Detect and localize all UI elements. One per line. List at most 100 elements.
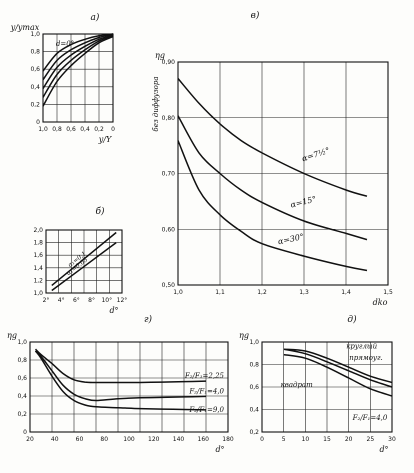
plot-frame-g <box>29 341 229 433</box>
series-line-v-0 <box>177 78 368 197</box>
series-line-d-2 <box>283 353 393 397</box>
x-tick-label: 40 <box>51 436 59 443</box>
y-tick-label: 0,6 <box>30 66 40 73</box>
y-axis-label: ηg <box>239 331 249 340</box>
x-tick-label: 1,4 <box>341 289 351 296</box>
series-line-d-0 <box>283 348 393 384</box>
panel-label-b: б) <box>95 206 104 217</box>
y-tick-label: 0,2 <box>30 101 40 108</box>
series-label: прямоуг. <box>349 354 382 362</box>
y-tick-label: 0 <box>23 429 27 436</box>
x-tick-label: 25 <box>367 436 375 443</box>
x-tick-label: 180 <box>222 436 234 443</box>
y-tick-label: 1,0 <box>249 339 259 346</box>
x-tick-label: 12° <box>117 297 128 304</box>
x-tick-label: 20 <box>345 436 353 443</box>
x-tick-label: 20 <box>26 436 34 443</box>
y-tick-label: 0,70 <box>162 171 176 178</box>
x-axis-label: d° <box>215 445 224 454</box>
x-axis-label: y/Y <box>98 135 112 144</box>
x-tick-label: 0 <box>260 436 264 443</box>
y-tick-label: 0,80 <box>162 115 176 122</box>
x-tick-label: 10 <box>302 436 310 443</box>
y-tick-label: 1,0 <box>17 339 27 346</box>
series-line-g-2 <box>34 350 207 411</box>
series-label: F₂/F₁=9,0 <box>188 406 224 414</box>
y-tick-label: 0,90 <box>162 59 176 66</box>
x-axis-label: dko <box>373 298 388 307</box>
panel-label-v: в) <box>251 10 260 21</box>
series-line-a-3 <box>42 35 114 98</box>
x-tick-label: 0,2 <box>94 126 104 133</box>
y-tick-label: 0,8 <box>17 357 27 364</box>
x-tick-label: 1,0 <box>173 289 183 296</box>
x-tick-label: 2° <box>43 297 50 304</box>
series-label: круглый <box>346 342 377 350</box>
annotation: d=0° <box>56 40 74 48</box>
y-tick-label: 1,8 <box>33 240 43 247</box>
x-tick-label: 0,4 <box>80 126 90 133</box>
y-tick-label: 0,4 <box>30 84 40 91</box>
plot-frame-b <box>45 229 123 294</box>
series-line-d-1 <box>283 348 393 388</box>
series-line-a-1 <box>42 33 114 81</box>
series-label: квадрат <box>281 381 314 389</box>
series-line-v-2 <box>177 140 368 272</box>
y-tick-label: 0,2 <box>249 429 259 436</box>
x-tick-label: 0 <box>111 126 115 133</box>
y-axis-label: ηg <box>7 331 17 340</box>
x-tick-label: 140 <box>173 436 185 443</box>
x-tick-label: 0,8 <box>52 126 62 133</box>
y-tick-label: 0,6 <box>17 375 27 382</box>
x-tick-label: 8° <box>88 297 95 304</box>
y-tick-label: 0,6 <box>249 384 259 391</box>
y-tick-label: 0,4 <box>249 407 259 414</box>
x-tick-label: 10° <box>101 297 112 304</box>
y-tick-label: 1,0 <box>33 290 43 297</box>
series-line-b-1 <box>51 241 117 292</box>
annotation: F₂/F₁=4,0 <box>352 414 388 422</box>
series-label: α=15° <box>290 194 318 209</box>
y-tick-label: 1,6 <box>33 252 43 259</box>
x-tick-label: 1,1 <box>215 289 225 296</box>
series-label: α=30° <box>277 232 305 246</box>
series-line-a-2 <box>42 34 114 90</box>
series-label: α=7½° <box>301 146 331 164</box>
plot-frame-v <box>177 61 389 286</box>
y-tick-label: 1,0 <box>30 31 40 38</box>
y-tick-label: 0,8 <box>249 362 259 369</box>
series-line-g-1 <box>34 350 207 402</box>
plot-frame-a <box>42 33 114 123</box>
series-line-b-0 <box>51 231 117 286</box>
series-line-a-4 <box>42 35 114 107</box>
y-tick-label: 1,4 <box>33 265 43 272</box>
x-tick-label: 60 <box>76 436 84 443</box>
x-tick-label: 0,6 <box>66 126 76 133</box>
y-tick-label: 0,2 <box>17 411 27 418</box>
x-axis-label: d° <box>109 306 118 315</box>
x-tick-label: 120 <box>148 436 160 443</box>
y-tick-label: 0,4 <box>17 393 27 400</box>
y-tick-label: 0,8 <box>30 49 40 56</box>
series-line-a-0 <box>42 33 114 72</box>
panel-label-g: г) <box>144 314 153 325</box>
y-tick-label: 0,60 <box>162 226 176 233</box>
y-tick-label: 0,50 <box>162 282 176 289</box>
x-tick-label: 160 <box>198 436 210 443</box>
series-label: F₂/F₁=2,25 <box>184 372 225 380</box>
x-tick-label: 5 <box>282 436 286 443</box>
side-label: без диффузора <box>152 76 160 131</box>
x-tick-label: 100 <box>123 436 135 443</box>
series-line-v-1 <box>177 115 368 241</box>
series-line-g-0 <box>34 348 207 384</box>
panel-label-a: а) <box>91 12 100 23</box>
x-tick-label: 6° <box>73 297 80 304</box>
x-tick-label: 1,0 <box>38 126 48 133</box>
x-tick-label: 80 <box>100 436 108 443</box>
x-tick-label: 30 <box>388 436 396 443</box>
series-label: F₂/F₁=4,0 <box>188 387 224 395</box>
x-tick-label: 1,2 <box>257 289 267 296</box>
x-tick-label: 15 <box>323 436 331 443</box>
